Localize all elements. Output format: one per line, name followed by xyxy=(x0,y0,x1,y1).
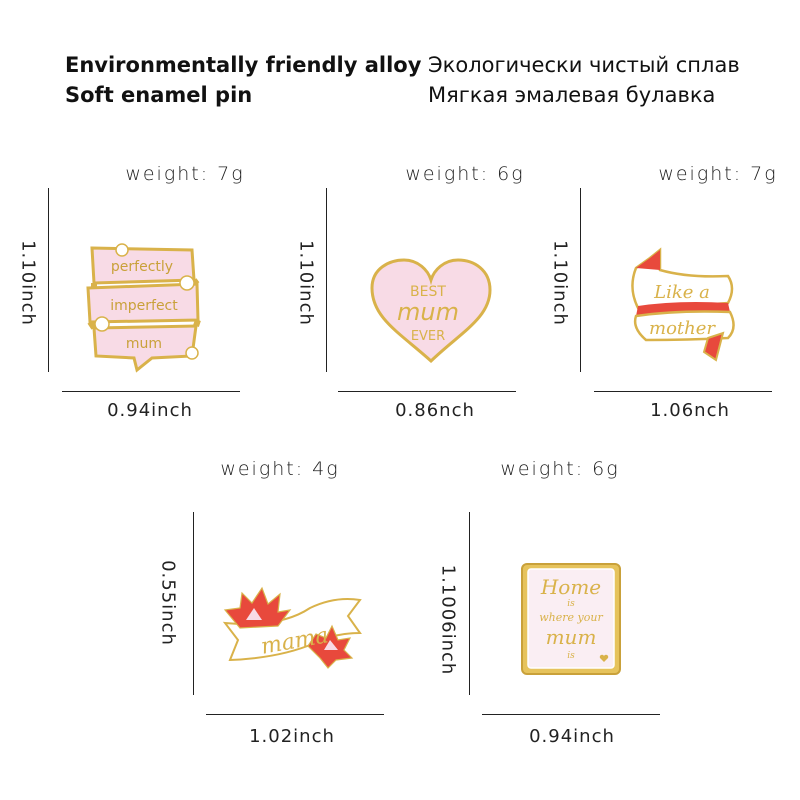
pin-weight: weight: 7g xyxy=(125,163,245,185)
pin-width: 1.06nch xyxy=(650,400,730,421)
pin-home-is-where-your-mum-is: Home is where your mum is xyxy=(521,563,621,675)
pin-width: 0.94inch xyxy=(107,400,193,421)
pin-lettering: mother xyxy=(649,318,716,339)
pin-lettering: is xyxy=(567,599,575,609)
pin-lettering: perfectly xyxy=(111,259,173,275)
pin-lettering: mum xyxy=(126,336,162,352)
width-line xyxy=(206,714,384,715)
header-line: Environmentally friendly alloy xyxy=(65,53,422,77)
height-line xyxy=(580,188,581,372)
pin-weight: weight: 6g xyxy=(500,458,620,480)
height-line xyxy=(193,512,194,695)
pin-lettering: Home xyxy=(540,575,601,599)
pin-weight: weight: 6g xyxy=(405,163,525,185)
width-line xyxy=(594,391,772,392)
pin-lettering: Like a xyxy=(653,282,710,303)
height-line xyxy=(48,188,49,372)
pin-height: 1.10inch xyxy=(295,240,317,326)
height-line xyxy=(469,512,470,695)
pin-width: 0.86nch xyxy=(395,400,475,421)
pin-like-a-mother: Like a mother xyxy=(631,247,735,362)
header-line: Экологически чистый сплав xyxy=(428,53,740,77)
pin-height: 1.10inch xyxy=(549,240,571,326)
pin-perfectly-imperfect-mum: perfectly imperfect mum xyxy=(86,243,201,373)
pin-mama: mama xyxy=(222,586,362,669)
heart-icon xyxy=(599,654,609,662)
header-english: Environmentally friendly alloy Soft enam… xyxy=(65,50,421,110)
pin-lettering: mum xyxy=(546,625,597,649)
pin-weight: weight: 7g xyxy=(658,163,778,185)
height-line xyxy=(326,188,327,372)
pin-lettering: mum xyxy=(397,298,459,326)
pin-lettering: is xyxy=(567,651,575,661)
pin-width: 1.02inch xyxy=(249,726,335,747)
pin-lettering: BEST xyxy=(410,284,446,300)
header-line: Soft enamel pin xyxy=(65,83,253,107)
pin-lettering: imperfect xyxy=(110,298,178,314)
pin-weight: weight: 4g xyxy=(220,458,340,480)
pin-lettering: where your xyxy=(539,611,603,624)
pin-height: 1.1006inch xyxy=(437,564,459,676)
pin-height: 0.55inch xyxy=(157,560,179,646)
pin-height: 1.10inch xyxy=(17,240,39,326)
header-russian: Экологически чистый сплав Мягкая эмалева… xyxy=(428,50,740,110)
pin-lettering: EVER xyxy=(411,329,445,344)
header-line: Мягкая эмалевая булавка xyxy=(428,83,716,107)
width-line xyxy=(62,391,240,392)
width-line xyxy=(338,391,516,392)
width-line xyxy=(482,714,660,715)
pin-best-mum-ever: BEST mum EVER xyxy=(370,258,492,364)
pin-width: 0.94inch xyxy=(529,726,615,747)
